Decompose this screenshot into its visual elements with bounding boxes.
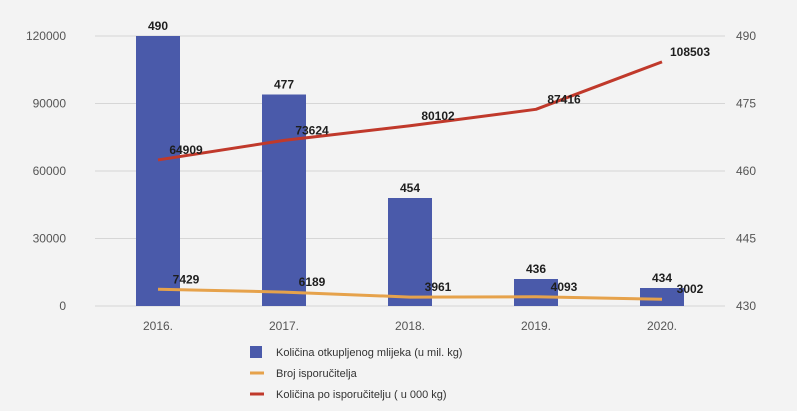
y-left-tick-label: 60000 — [33, 164, 67, 178]
bar-data-label: 477 — [274, 78, 294, 92]
line-data-label: 3961 — [425, 280, 452, 294]
line-data-label: 6189 — [299, 275, 326, 289]
line-data-label: 64909 — [169, 143, 203, 157]
line-data-label: 108503 — [670, 45, 710, 59]
x-tick-label: 2017. — [269, 319, 299, 333]
y-right-tick-label: 460 — [736, 164, 756, 178]
x-tick-label: 2018. — [395, 319, 425, 333]
line-data-label: 80102 — [421, 109, 455, 123]
line-data-label: 4093 — [551, 280, 578, 294]
bar — [514, 279, 558, 306]
bar — [640, 288, 684, 306]
line-data-label: 7429 — [173, 272, 200, 286]
bar — [136, 36, 180, 306]
y-left-tick-label: 30000 — [33, 232, 67, 246]
bar-data-label: 490 — [148, 19, 168, 33]
series-line — [157, 287, 663, 301]
y-right-tick-label: 430 — [736, 299, 756, 313]
bar — [262, 94, 306, 306]
x-tick-label: 2020. — [647, 319, 677, 333]
bar-data-label: 434 — [652, 271, 672, 285]
x-tick-label: 2019. — [521, 319, 551, 333]
y-left-tick-label: 90000 — [33, 97, 67, 111]
y-left-tick-label: 0 — [59, 299, 66, 313]
legend-label: Količina otkupljenog mlijeka (u mil. kg) — [276, 347, 462, 359]
y-right-tick-label: 445 — [736, 232, 756, 246]
bar-data-label: 454 — [400, 181, 420, 195]
y-left-tick-label: 120000 — [26, 29, 66, 43]
legend-label: Količina po isporučitelju ( u 000 kg) — [276, 389, 447, 401]
line-data-label: 87416 — [547, 92, 581, 106]
x-tick-label: 2016. — [143, 319, 173, 333]
line-data-label: 3002 — [677, 282, 704, 296]
series-line — [157, 60, 663, 162]
line-data-label: 73624 — [295, 123, 329, 137]
legend-swatch-bar — [250, 346, 262, 358]
y-right-tick-label: 490 — [736, 29, 756, 43]
y-right-tick-label: 475 — [736, 97, 756, 111]
legend-label: Broj isporučitelja — [276, 368, 358, 380]
bar — [388, 198, 432, 306]
bar-data-label: 436 — [526, 262, 546, 276]
